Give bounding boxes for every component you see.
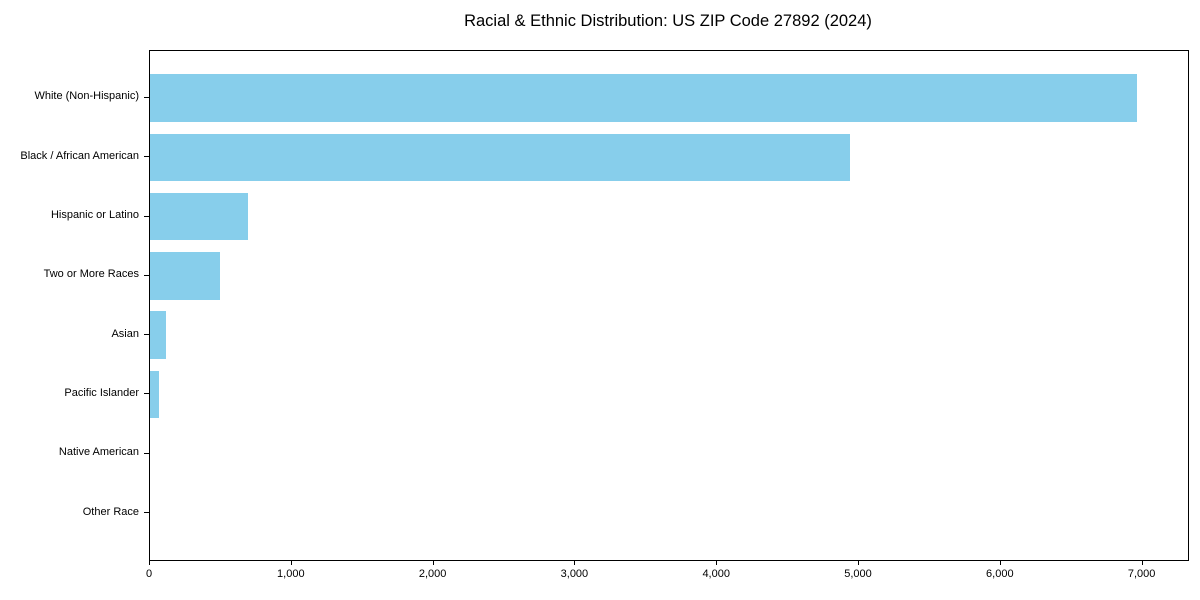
x-tick-label: 4,000 bbox=[702, 568, 730, 580]
x-tick bbox=[432, 560, 434, 565]
plot-area bbox=[149, 50, 1189, 561]
x-tick bbox=[1141, 560, 1143, 565]
y-tick bbox=[144, 96, 149, 98]
bar bbox=[150, 370, 160, 419]
x-tick-label: 6,000 bbox=[986, 568, 1014, 580]
bar bbox=[150, 252, 221, 300]
bar bbox=[150, 133, 850, 181]
y-tick-label: Pacific Islander bbox=[64, 386, 139, 399]
y-tick-label: Native American bbox=[58, 446, 139, 459]
bar bbox=[150, 74, 1137, 122]
y-tick-label: Two or More Races bbox=[43, 268, 139, 281]
y-axis: White (Non-Hispanic) Black / African Amer… bbox=[0, 50, 149, 559]
x-tick bbox=[999, 560, 1001, 565]
y-tick bbox=[144, 334, 149, 336]
y-tick-label: Asian bbox=[111, 327, 139, 340]
x-tick-label: 3,000 bbox=[560, 568, 589, 580]
y-tick bbox=[144, 452, 149, 454]
bar bbox=[150, 311, 167, 359]
bar bbox=[150, 192, 248, 241]
x-tick bbox=[149, 560, 150, 565]
x-tick-label: 1,000 bbox=[277, 568, 305, 580]
y-tick bbox=[144, 274, 149, 276]
y-tick bbox=[144, 215, 149, 217]
x-tick-label: 2,000 bbox=[418, 568, 447, 580]
x-tick-label: 0 bbox=[145, 568, 153, 580]
y-tick-label: White (Non-Hispanic) bbox=[34, 90, 139, 103]
x-tick-label: 5,000 bbox=[844, 568, 872, 580]
x-tick bbox=[858, 560, 860, 565]
y-tick bbox=[144, 393, 149, 395]
y-tick bbox=[144, 156, 149, 158]
y-tick-label: Black / African American bbox=[20, 149, 139, 162]
y-tick-label: Other Race bbox=[82, 505, 139, 518]
chart-title: Racial & Ethnic Distribution: US ZIP Cod… bbox=[464, 12, 872, 30]
x-tick bbox=[716, 560, 718, 565]
x-tick-label: 7,000 bbox=[1127, 568, 1156, 580]
x-tick bbox=[290, 560, 292, 565]
x-axis: 0 1,000 2,000 3,000 4,000 5,000 6,000 7,000 bbox=[146, 560, 1187, 600]
y-tick bbox=[144, 512, 149, 514]
y-tick-label: Hispanic or Latino bbox=[50, 209, 139, 222]
x-tick bbox=[574, 560, 576, 565]
